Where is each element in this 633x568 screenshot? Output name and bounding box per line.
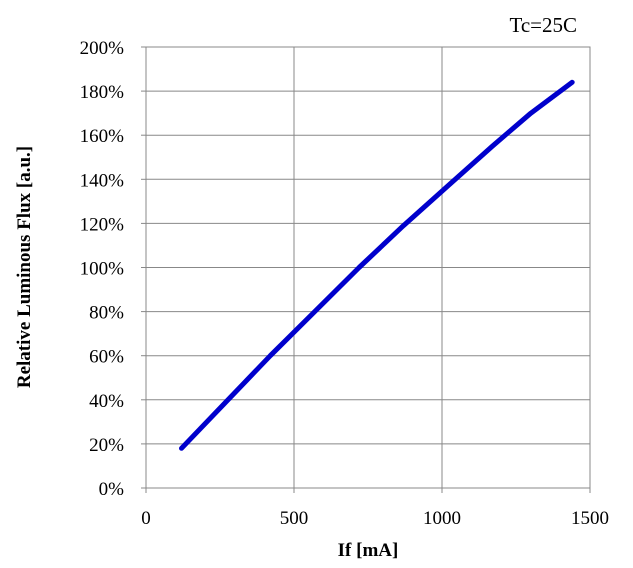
- y-tick-label: 160%: [80, 126, 125, 147]
- x-tick-label: 1500: [571, 508, 609, 529]
- y-tick-label: 40%: [89, 391, 124, 412]
- grid-lines: [145, 46, 591, 489]
- y-tick-label: 100%: [80, 259, 125, 280]
- x-axis-ticks: 0 500 1000 1500: [141, 488, 609, 529]
- y-tick-label: 60%: [89, 347, 124, 368]
- y-tick-label: 120%: [80, 214, 125, 235]
- y-axis-title: Relative Luminous Flux [a.u.]: [14, 146, 35, 388]
- x-axis-title: If [mA]: [338, 540, 399, 561]
- y-tick-label: 180%: [80, 82, 125, 103]
- y-tick-label: 20%: [89, 435, 124, 456]
- x-tick-label: 0: [141, 508, 151, 529]
- temperature-annotation: Tc=25C: [509, 13, 577, 37]
- series-line: [179, 79, 575, 451]
- y-tick-label: 0%: [99, 479, 125, 500]
- plot-area-border: [145, 46, 591, 489]
- x-tick-label: 1000: [423, 508, 461, 529]
- x-tick-label: 500: [280, 508, 309, 529]
- y-tick-label: 140%: [80, 170, 125, 191]
- y-tick-label: 80%: [89, 303, 124, 324]
- y-axis-ticks: 0% 20% 40% 60% 80% 100% 120% 140% 160% 180% 200%: [80, 38, 146, 500]
- y-tick-label: 200%: [80, 38, 125, 59]
